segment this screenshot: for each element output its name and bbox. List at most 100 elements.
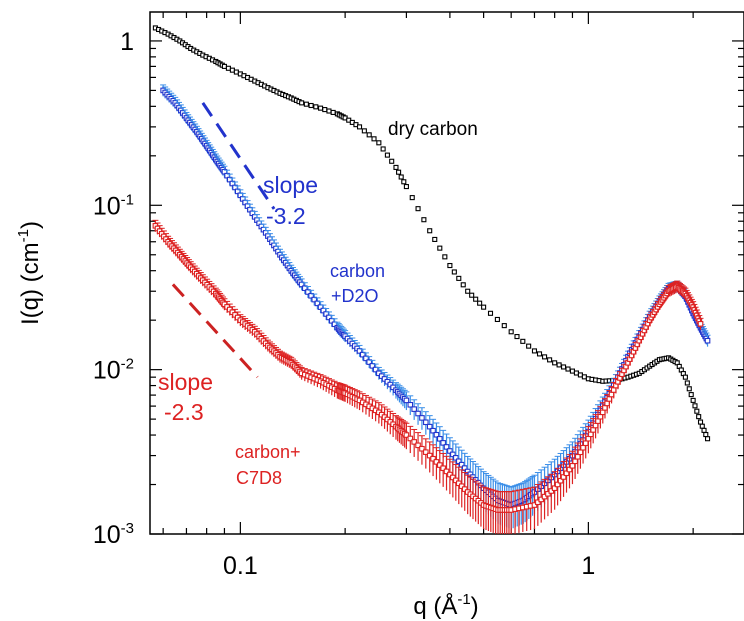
data-point xyxy=(456,275,462,281)
data-point xyxy=(574,453,581,460)
data-point xyxy=(359,351,366,358)
series-layer xyxy=(152,25,711,534)
data-point xyxy=(322,107,328,113)
data-point xyxy=(451,269,457,275)
data-point xyxy=(305,289,311,295)
data-point xyxy=(481,304,487,310)
data-point xyxy=(436,462,443,468)
data-point xyxy=(547,357,553,363)
data-point xyxy=(582,440,589,447)
data-point xyxy=(538,496,544,503)
annotation-carbon-c7d8: carbon+ xyxy=(235,442,301,462)
data-point xyxy=(378,373,385,379)
data-point xyxy=(225,65,231,71)
data-point xyxy=(233,69,239,75)
data-point xyxy=(330,109,336,115)
data-point xyxy=(592,422,599,429)
data-point xyxy=(361,128,367,134)
data-point xyxy=(599,409,606,416)
data-point xyxy=(561,364,567,370)
data-point xyxy=(453,477,459,484)
data-point xyxy=(299,100,305,106)
data-point xyxy=(580,444,586,451)
data-point xyxy=(390,384,396,391)
data-point xyxy=(396,169,402,175)
data-point xyxy=(487,310,494,316)
data-point xyxy=(554,481,561,488)
data-point xyxy=(704,337,711,344)
data-point xyxy=(301,285,308,292)
data-point xyxy=(398,174,404,180)
data-point xyxy=(426,452,433,459)
data-point xyxy=(433,459,440,465)
data-point xyxy=(380,146,386,152)
data-point xyxy=(508,329,514,335)
data-point xyxy=(563,470,570,477)
data-point xyxy=(407,401,414,408)
data-point xyxy=(465,288,471,294)
data-point xyxy=(411,406,417,412)
data-point xyxy=(384,152,390,158)
data-point xyxy=(585,435,592,442)
data-point xyxy=(684,380,690,386)
data-point xyxy=(573,370,579,376)
data-point xyxy=(443,468,450,475)
data-point xyxy=(608,391,615,398)
data-point xyxy=(514,334,520,340)
data-point xyxy=(356,124,363,130)
data-point xyxy=(688,392,694,398)
x-axis-label: q (Å-1) xyxy=(413,591,478,620)
data-point xyxy=(526,343,532,349)
annotation-carbon-d2o-2: +D2O xyxy=(331,286,379,306)
data-point xyxy=(581,374,587,380)
data-point xyxy=(587,431,594,438)
data-point xyxy=(356,348,363,354)
data-point xyxy=(433,431,440,438)
data-point xyxy=(407,435,414,442)
data-point xyxy=(426,423,433,430)
data-point xyxy=(437,245,443,251)
data-point xyxy=(542,354,548,360)
data-point xyxy=(450,474,456,481)
annotation-carbon-d2o: carbon xyxy=(330,261,385,281)
data-point xyxy=(308,102,314,109)
data-point xyxy=(606,396,613,402)
data-point xyxy=(421,217,427,223)
y-tick-label: 1 xyxy=(120,28,134,56)
annotation-slope-red: slope xyxy=(158,369,213,395)
data-point xyxy=(393,164,399,170)
data-point xyxy=(682,374,688,380)
data-point xyxy=(557,477,564,484)
data-point xyxy=(494,316,500,323)
data-point xyxy=(690,397,696,403)
annotation-slope-blue: slope xyxy=(263,172,318,198)
data-point xyxy=(536,351,543,357)
data-point xyxy=(455,480,462,487)
data-point xyxy=(389,158,395,164)
annotation-slope-red-value: -2.3 xyxy=(164,399,204,425)
data-point xyxy=(602,405,608,411)
x-tick-label: 0.1 xyxy=(223,552,258,580)
y-tick-labels: 1 10-1 10-2 10-3 xyxy=(93,28,134,549)
data-point xyxy=(604,400,610,407)
data-point xyxy=(520,338,526,344)
data-point xyxy=(326,108,332,114)
data-point xyxy=(531,502,538,508)
data-point xyxy=(577,449,584,456)
data-point xyxy=(595,418,601,424)
x-tick-labels: 0.1 1 xyxy=(223,552,595,580)
data-point xyxy=(387,381,394,388)
data-point xyxy=(531,348,538,354)
x-tick-label: 1 xyxy=(581,552,595,580)
data-point xyxy=(551,485,558,491)
data-point xyxy=(597,413,604,420)
plot-frame xyxy=(149,11,744,535)
data-point xyxy=(423,449,429,455)
data-point xyxy=(447,262,453,269)
data-point xyxy=(415,206,421,212)
data-point xyxy=(436,436,443,442)
data-point xyxy=(442,254,448,260)
data-point xyxy=(303,101,309,107)
data-point xyxy=(565,366,571,372)
